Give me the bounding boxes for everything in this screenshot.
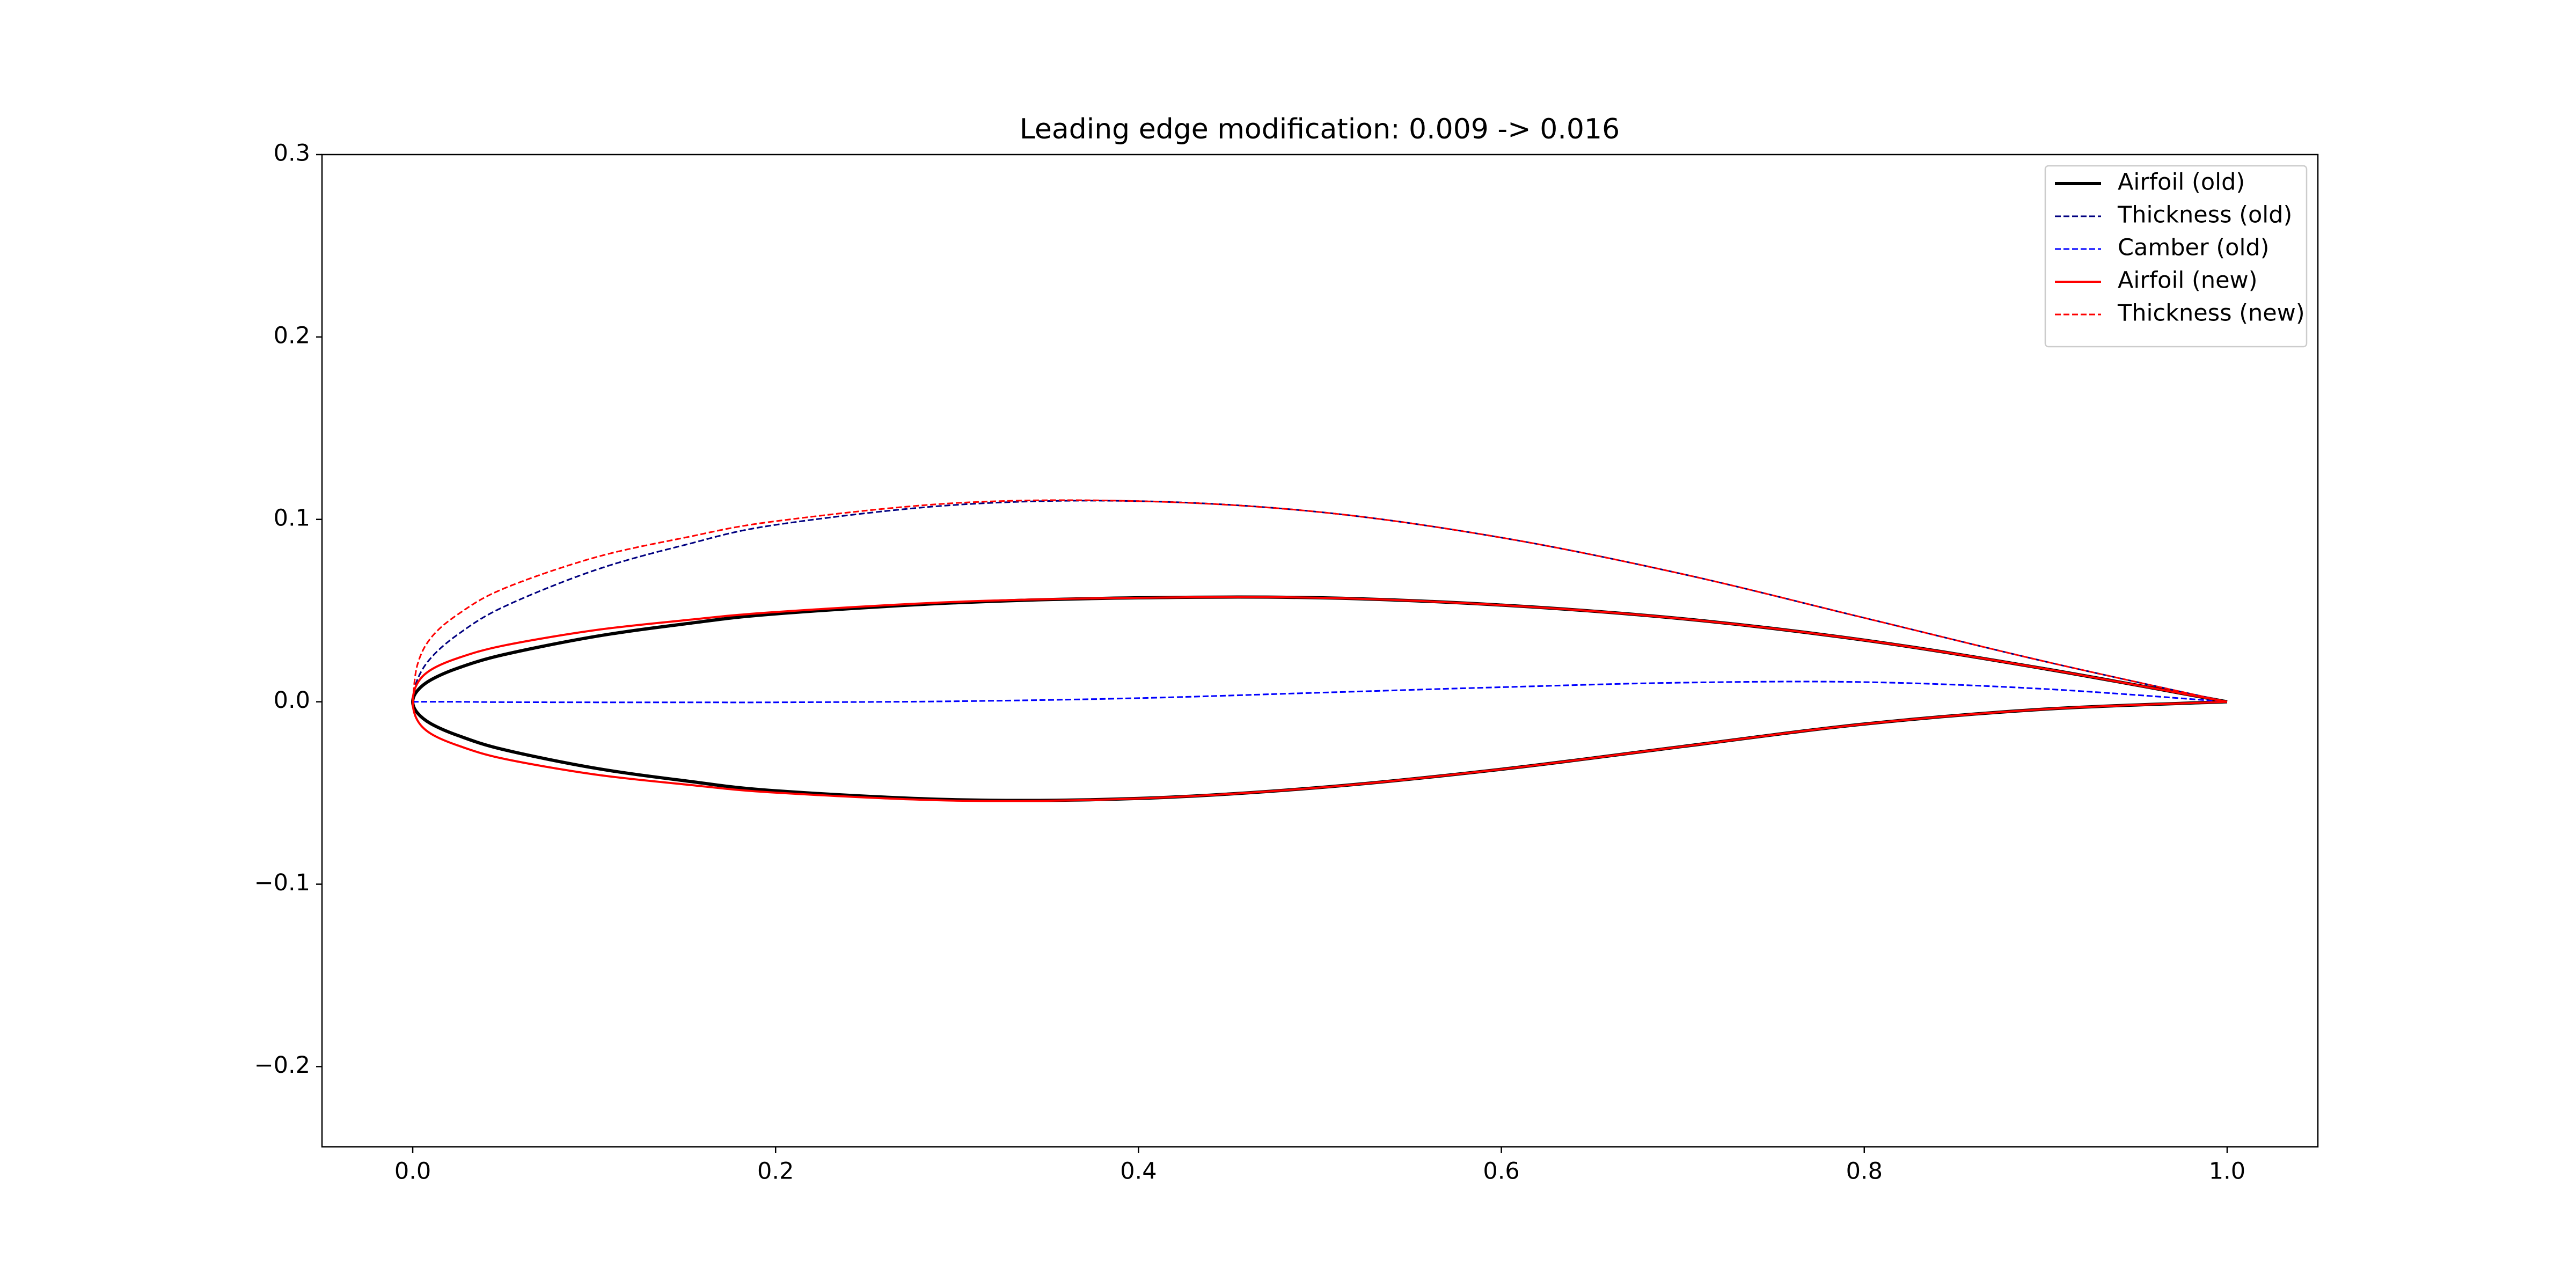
x-tick-label: 0.8 <box>1846 1158 1883 1185</box>
x-tick-label: 0.0 <box>394 1158 431 1185</box>
x-tick-label: 1.0 <box>2209 1158 2245 1185</box>
y-tick-label: −0.2 <box>254 1052 310 1079</box>
y-tick-label: 0.3 <box>274 140 310 167</box>
x-tick-label: 0.6 <box>1483 1158 1519 1185</box>
series-line <box>412 499 2228 703</box>
x-tick-label: 0.2 <box>757 1158 794 1185</box>
axes-frame <box>321 153 2319 1148</box>
legend-label: Camber (old) <box>2118 235 2269 261</box>
y-tick-label: 0.2 <box>274 322 310 349</box>
legend-label: Thickness (old) <box>2117 202 2292 229</box>
legend-box <box>2044 165 2308 348</box>
x-tick-label: 0.4 <box>1120 1158 1157 1185</box>
series-line <box>412 596 2228 802</box>
chart-title: Leading edge modification: 0.009 -> 0.01… <box>1020 113 1620 145</box>
legend-label: Airfoil (new) <box>2118 267 2257 294</box>
series-line <box>412 500 2228 703</box>
y-tick-label: 0.1 <box>274 504 310 531</box>
legend-label: Airfoil (old) <box>2118 169 2245 196</box>
legend-label: Thickness (new) <box>2117 300 2305 327</box>
series-line <box>413 680 2228 704</box>
y-tick-label: 0.0 <box>274 687 310 714</box>
plot-area <box>411 499 2228 802</box>
y-tick-label: −0.1 <box>254 869 310 896</box>
